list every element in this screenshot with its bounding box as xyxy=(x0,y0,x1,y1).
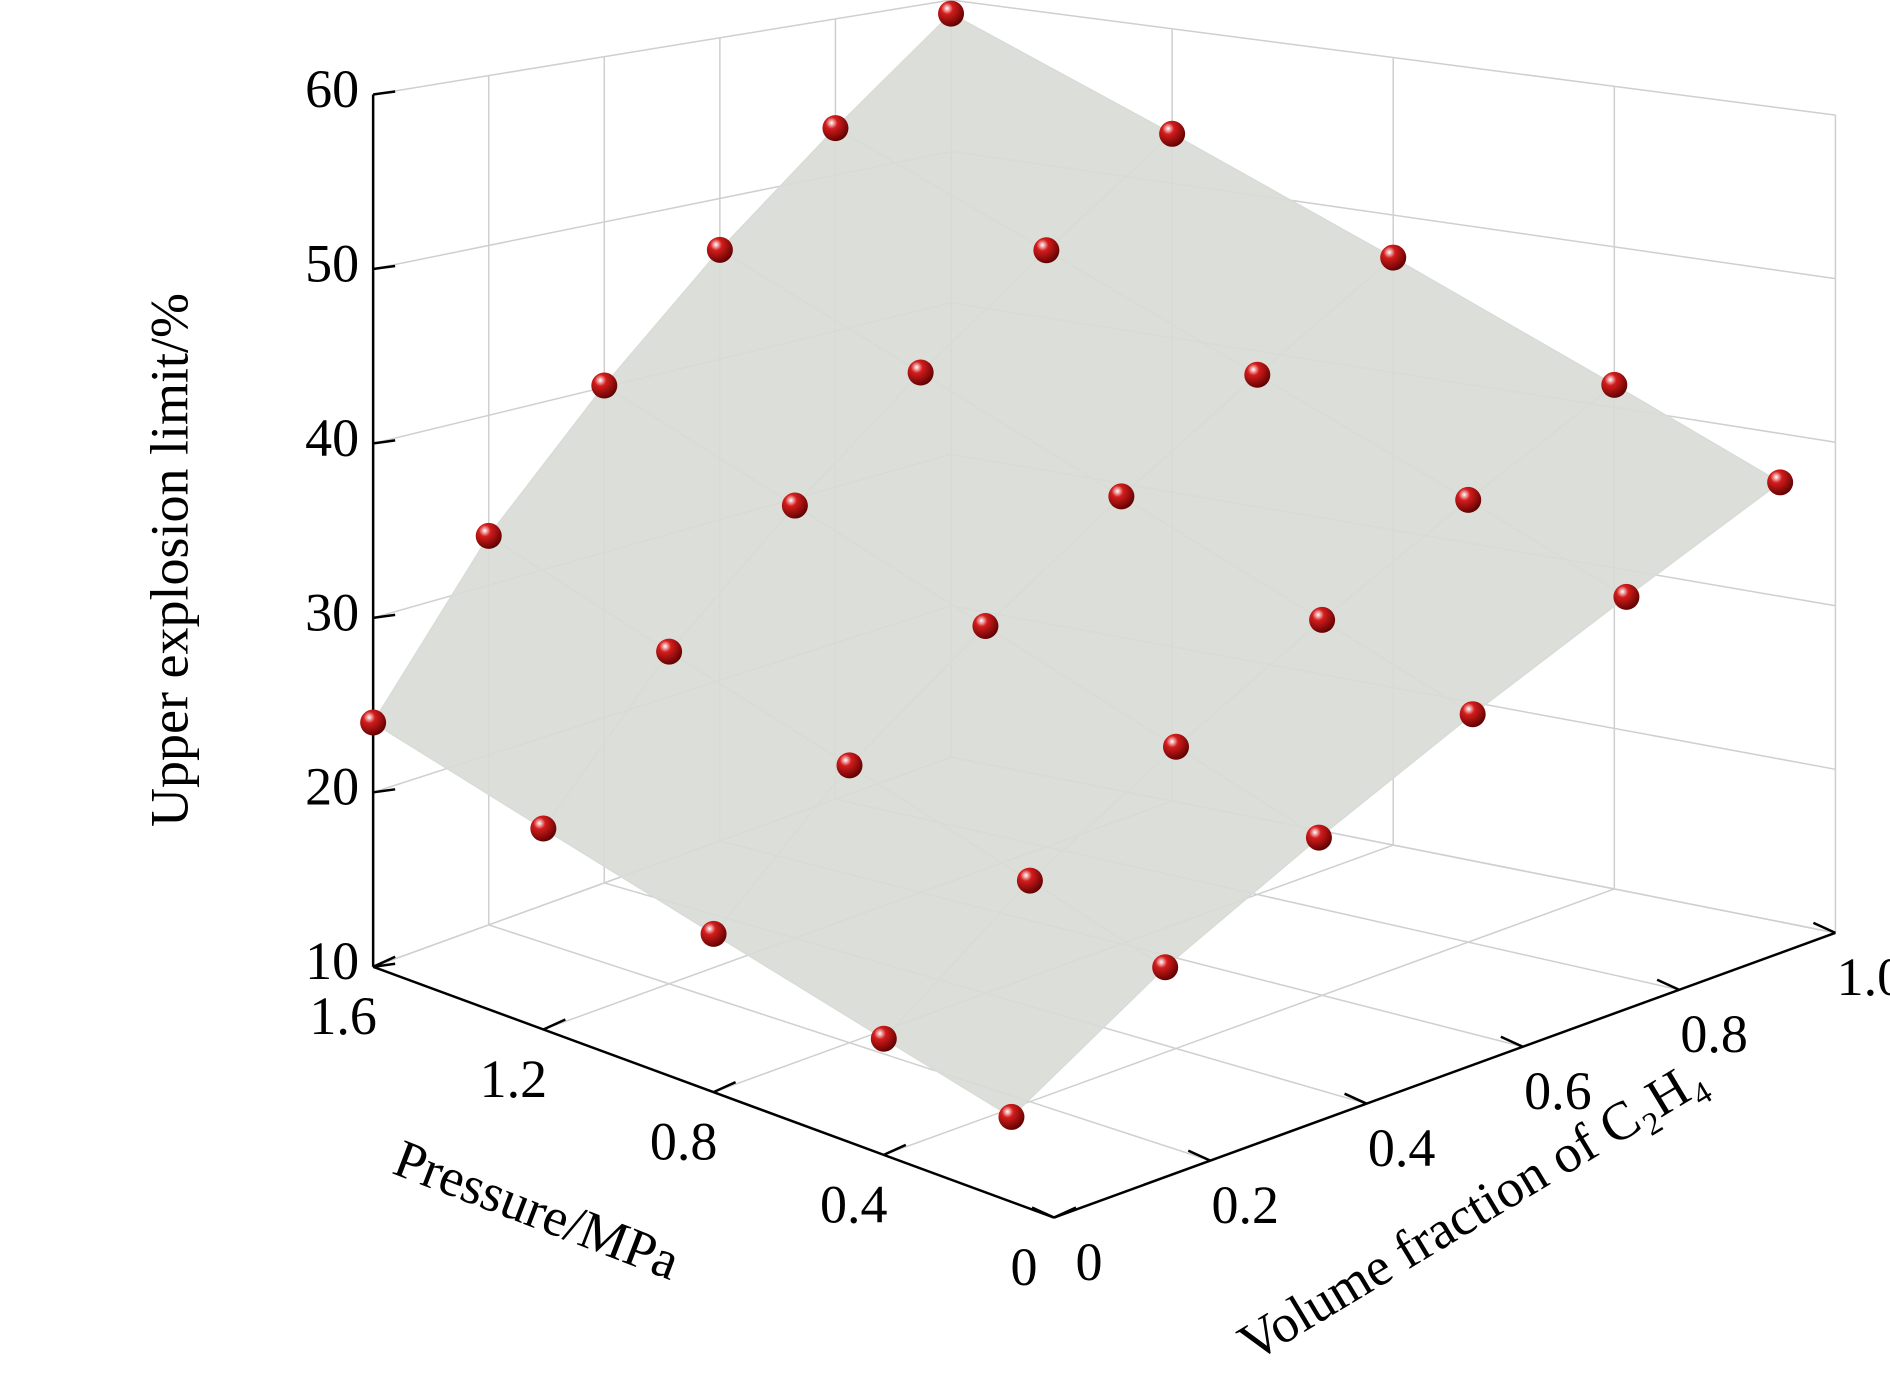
data-point xyxy=(972,612,999,639)
y-tick xyxy=(1053,1206,1077,1219)
data-point xyxy=(1152,954,1179,981)
y-tick-label: 0.8 xyxy=(650,1112,718,1172)
y-tick xyxy=(542,1018,566,1031)
z-tick-label: 20 xyxy=(305,757,359,817)
z-axis-title: Upper explosion limit/% xyxy=(139,293,199,827)
x-tick xyxy=(1187,1149,1211,1162)
z-tick xyxy=(372,439,396,445)
y-tick-label: 0.4 xyxy=(820,1174,888,1234)
z-tick-label: 50 xyxy=(305,233,359,293)
data-point xyxy=(1601,371,1628,398)
data-point xyxy=(938,0,965,27)
y-tick xyxy=(713,1081,737,1094)
x-tick-label: 0 xyxy=(1076,1232,1103,1292)
z-tick xyxy=(372,264,396,271)
data-point xyxy=(1244,361,1271,388)
z-tick-label: 10 xyxy=(305,931,359,991)
data-point xyxy=(706,236,733,263)
x-tick-label: 0.8 xyxy=(1680,1004,1748,1064)
x-tick-label: 0.2 xyxy=(1212,1175,1280,1235)
data-point xyxy=(1016,867,1043,894)
data-point xyxy=(1305,824,1332,851)
z-tick-label: 60 xyxy=(305,59,359,119)
data-point xyxy=(998,1103,1025,1130)
grid-line xyxy=(950,0,1836,116)
x-tick-label: 0.6 xyxy=(1524,1061,1592,1121)
data-point xyxy=(1108,483,1135,510)
y-tick xyxy=(372,955,396,968)
y-tick-label: 1.2 xyxy=(480,1049,548,1109)
data-point xyxy=(836,752,863,779)
x-tick xyxy=(1812,921,1836,934)
data-point xyxy=(1033,237,1060,264)
data-point xyxy=(1767,469,1794,496)
data-point xyxy=(907,359,934,386)
data-point xyxy=(1613,583,1640,610)
y-tick-label: 1.6 xyxy=(309,986,377,1046)
y-tick xyxy=(883,1143,907,1157)
data-point xyxy=(1309,606,1336,633)
z-tick xyxy=(372,613,396,620)
x-tick xyxy=(1344,1092,1368,1105)
data-point xyxy=(1163,733,1190,760)
data-point xyxy=(530,815,557,842)
data-point xyxy=(656,638,683,665)
data-point xyxy=(591,372,618,399)
data-point xyxy=(1459,701,1486,728)
data-point xyxy=(700,920,727,947)
z-tick-label: 40 xyxy=(305,408,359,468)
data-point xyxy=(475,522,502,549)
x-tick-label: 1.0 xyxy=(1837,947,1890,1007)
z-tick xyxy=(372,788,396,794)
grid-line xyxy=(373,0,952,96)
z-tick xyxy=(372,90,396,96)
data-point xyxy=(781,492,808,519)
data-point xyxy=(1159,120,1186,147)
data-point xyxy=(822,115,849,142)
y-tick-label: 0 xyxy=(1011,1237,1038,1297)
data-point xyxy=(1380,244,1407,271)
x-axis-title: Volume fraction of C₂H₄ xyxy=(1228,1047,1716,1373)
x-axis-line xyxy=(1053,931,1836,1219)
z-tick-label: 30 xyxy=(305,582,359,642)
data-point xyxy=(870,1025,897,1052)
data-point xyxy=(1455,486,1482,513)
x-tick-label: 0.4 xyxy=(1368,1118,1436,1178)
y-axis-title: Pressure/MPa xyxy=(386,1128,688,1292)
x-tick xyxy=(1656,978,1680,991)
x-tick xyxy=(1500,1035,1524,1048)
data-point xyxy=(360,709,387,736)
x-tick xyxy=(1031,1206,1055,1219)
